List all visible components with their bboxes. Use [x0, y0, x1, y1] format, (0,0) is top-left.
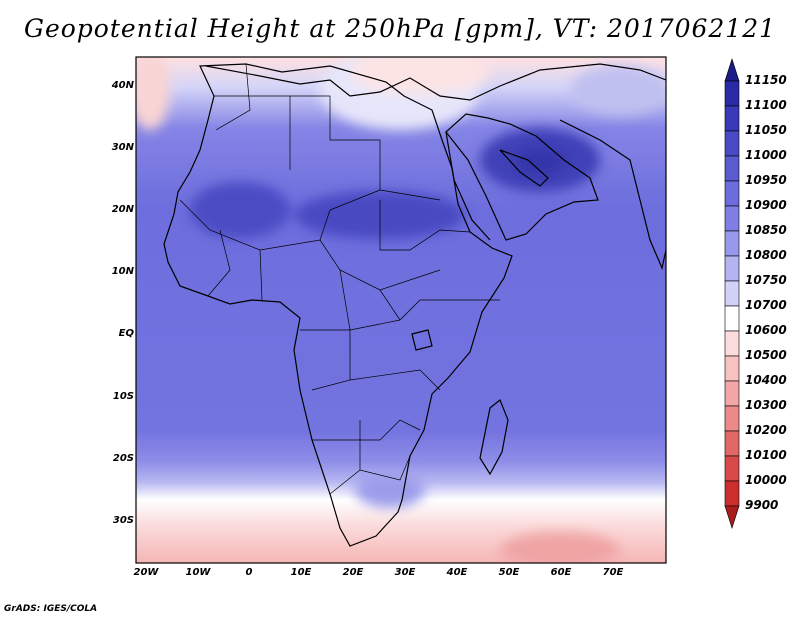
colorbar-label-10000: 10000	[745, 473, 787, 487]
lat-label-10n: 10N	[111, 266, 134, 277]
colorbar-label-10950: 10950	[745, 173, 787, 187]
colorbar-top-arrow	[724, 58, 740, 82]
persian-gulf	[499, 149, 549, 187]
colorbar-label-9900: 9900	[745, 498, 779, 512]
colorbar-label-10700: 10700	[745, 298, 787, 312]
colorbar-label-10800: 10800	[745, 248, 787, 262]
lon-label-50e: 50E	[498, 567, 520, 578]
madagascar	[479, 399, 509, 476]
footer-credit: GrADS: IGES/COLA	[4, 604, 98, 614]
colorbar-swatch	[724, 80, 740, 107]
colorbar-label-11150: 11150	[745, 73, 787, 87]
colorbar-swatch	[724, 280, 740, 307]
colorbar-swatch	[724, 355, 740, 382]
lon-label-30e: 30E	[394, 567, 416, 578]
coastlines	[163, 63, 666, 547]
colorbar-bottom-arrow	[724, 505, 740, 529]
colorbar	[724, 58, 740, 529]
lake-victoria	[411, 329, 433, 351]
lat-label-30s: 30S	[112, 515, 134, 526]
colorbar-swatch	[724, 205, 740, 232]
colorbar-label-10100: 10100	[745, 448, 787, 462]
colorbar-swatch	[724, 255, 740, 282]
colorbar-swatch	[724, 405, 740, 432]
lon-label-70e: 70E	[602, 567, 624, 578]
arabia-coastline	[445, 113, 599, 241]
lon-label-0: 0	[245, 567, 253, 578]
colorbar-swatch	[724, 430, 740, 457]
europe-coast	[205, 63, 666, 101]
colorbar-label-10400: 10400	[745, 373, 787, 387]
colorbar-swatch	[724, 330, 740, 357]
lon-label-20e: 20E	[342, 567, 364, 578]
colorbar-label-10500: 10500	[745, 348, 787, 362]
colorbar-swatch	[724, 455, 740, 482]
africa-coastline	[163, 63, 513, 547]
colorbar-label-11000: 11000	[745, 148, 787, 162]
colorbar-swatch	[724, 155, 740, 182]
red-sea	[445, 131, 491, 241]
colorbar-swatch	[724, 380, 740, 407]
lat-label-30n: 30N	[111, 142, 134, 153]
lat-label-20s: 20S	[112, 453, 134, 464]
colorbar-label-10600: 10600	[745, 323, 787, 337]
colorbar-swatch	[724, 305, 740, 332]
colorbar-label-10850: 10850	[745, 223, 787, 237]
internal-borders	[179, 63, 500, 495]
colorbar-label-10300: 10300	[745, 398, 787, 412]
lon-label-20w: 20W	[133, 567, 159, 578]
lon-label-10w: 10W	[185, 567, 211, 578]
lat-label-10s: 10S	[112, 391, 134, 402]
colorbar-swatch	[724, 105, 740, 132]
colorbar-swatch	[724, 480, 740, 507]
plot-frame	[135, 56, 667, 564]
height-field	[136, 57, 666, 563]
colorbar-label-10200: 10200	[745, 423, 787, 437]
lon-label-60e: 60E	[550, 567, 572, 578]
colorbar-label-11100: 11100	[745, 98, 787, 112]
lon-label-40e: 40E	[446, 567, 468, 578]
colorbar-swatch	[724, 130, 740, 157]
colorbar-label-11050: 11050	[745, 123, 787, 137]
colorbar-label-10900: 10900	[745, 198, 787, 212]
colorbar-swatch	[724, 180, 740, 207]
lat-label-40n: 40N	[111, 80, 134, 91]
lat-label-eq: EQ	[118, 328, 134, 339]
iran-india-coast	[559, 119, 666, 270]
colorbar-label-10750: 10750	[745, 273, 787, 287]
lat-label-20n: 20N	[111, 204, 134, 215]
lon-label-10e: 10E	[290, 567, 312, 578]
colorbar-swatch	[724, 230, 740, 257]
map-title: Geopotential Height at 250hPa [gpm], VT:…	[23, 14, 777, 43]
